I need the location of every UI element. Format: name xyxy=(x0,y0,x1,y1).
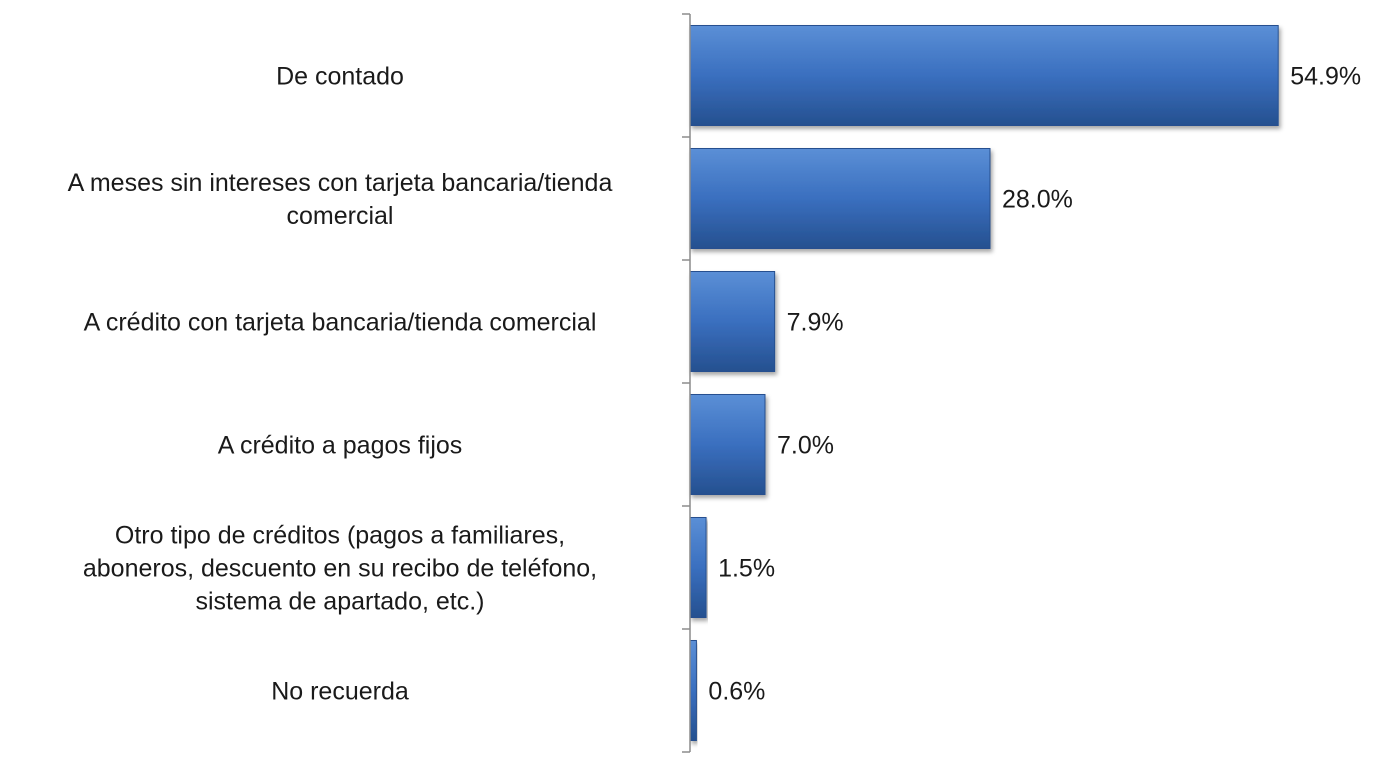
data-label: 0.6% xyxy=(708,678,765,706)
bar xyxy=(689,640,697,741)
category-label: A meses sin intereses con tarjeta bancar… xyxy=(68,169,613,230)
bar xyxy=(689,148,991,249)
category-label-line: sistema de apartado, etc.) xyxy=(195,588,484,616)
bar xyxy=(689,25,1279,126)
bar xyxy=(689,517,707,618)
y-axis xyxy=(682,13,691,753)
bars-group xyxy=(689,25,1279,741)
data-label: 7.0% xyxy=(777,432,834,460)
category-label: A crédito con tarjeta bancaria/tienda co… xyxy=(84,309,597,337)
category-label-line: A meses sin intereses con tarjeta bancar… xyxy=(68,169,613,197)
data-label: 1.5% xyxy=(718,555,775,583)
data-label: 54.9% xyxy=(1290,63,1361,91)
category-label-line: No recuerda xyxy=(271,678,409,706)
category-labels: De contado A meses sin intereses con tarj… xyxy=(68,63,613,706)
category-label-line: De contado xyxy=(276,63,404,91)
category-label: A crédito a pagos fijos xyxy=(218,432,463,460)
category-label-line: Otro tipo de créditos (pagos a familiare… xyxy=(115,522,565,550)
data-label: 28.0% xyxy=(1002,186,1073,214)
category-label: No recuerda xyxy=(271,678,409,706)
category-label: Otro tipo de créditos (pagos a familiare… xyxy=(83,522,597,616)
value-labels: 54.9% 28.0% 7.9% 7.0% 1.5% 0.6% xyxy=(708,63,1361,706)
bar xyxy=(689,271,776,372)
category-label-line: A crédito a pagos fijos xyxy=(218,432,463,460)
data-label: 7.9% xyxy=(787,309,844,337)
category-label: De contado xyxy=(276,63,404,91)
category-label-line: aboneros, descuento en su recibo de telé… xyxy=(83,555,597,583)
category-label-line: comercial xyxy=(287,202,394,230)
bar xyxy=(689,394,766,495)
category-label-line: A crédito con tarjeta bancaria/tienda co… xyxy=(84,309,597,337)
